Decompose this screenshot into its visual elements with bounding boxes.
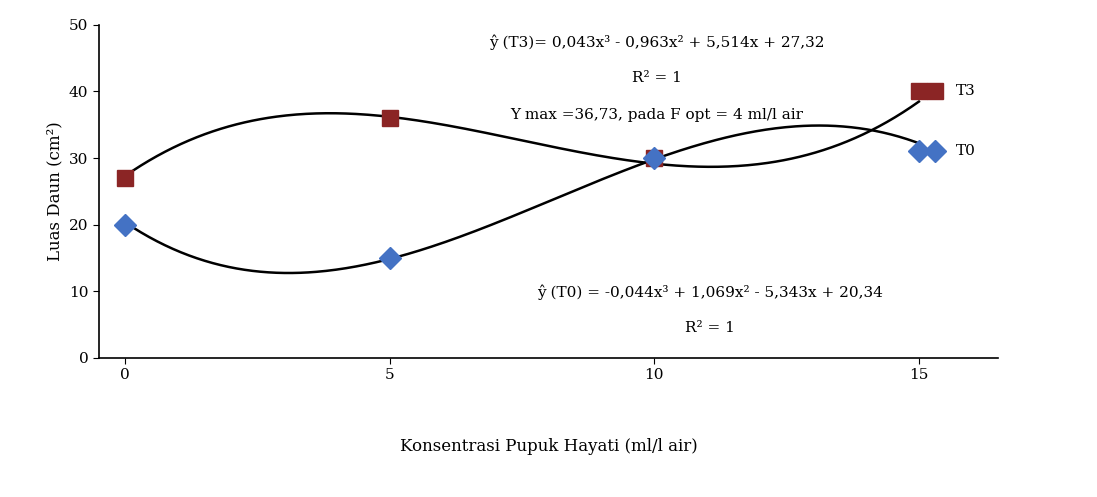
X-axis label: Konsentrasi Pupuk Hayati (ml/l air): Konsentrasi Pupuk Hayati (ml/l air)	[399, 438, 698, 455]
Text: ŷ (T3)= 0,043x³ - 0,963x² + 5,514x + 27,32: ŷ (T3)= 0,043x³ - 0,963x² + 5,514x + 27,…	[488, 35, 824, 50]
Text: T3: T3	[955, 84, 975, 98]
Text: Y max =36,73, pada F opt = 4 ml/l air: Y max =36,73, pada F opt = 4 ml/l air	[510, 108, 803, 122]
Text: R² = 1: R² = 1	[686, 321, 735, 335]
Y-axis label: Luas Daun (cm²): Luas Daun (cm²)	[46, 121, 64, 261]
Text: T0: T0	[955, 145, 976, 159]
Text: ŷ (T0) = -0,044x³ + 1,069x² - 5,343x + 20,34: ŷ (T0) = -0,044x³ + 1,069x² - 5,343x + 2…	[538, 285, 883, 300]
Text: R² = 1: R² = 1	[632, 72, 681, 85]
